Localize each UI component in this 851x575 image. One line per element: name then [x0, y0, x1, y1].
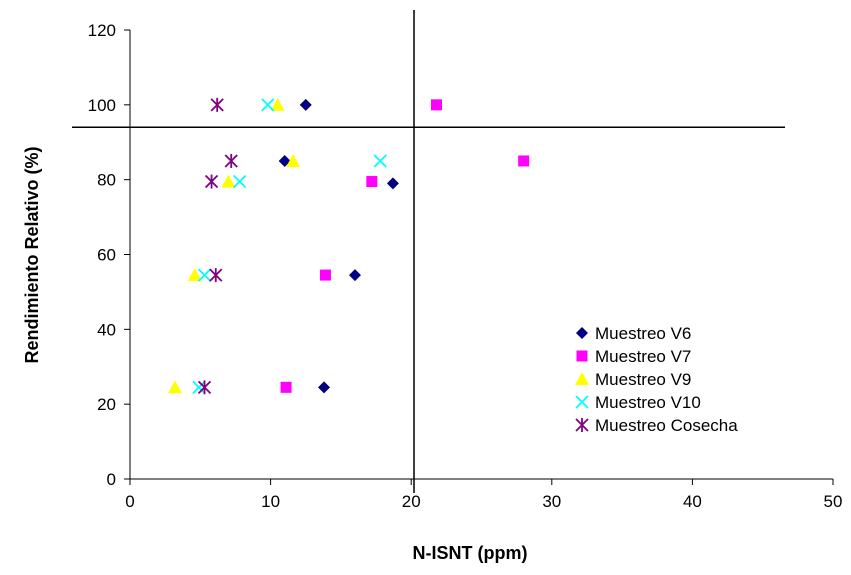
x-tick-label: 0	[125, 492, 134, 511]
data-point-muestreo-v10	[373, 154, 387, 168]
data-point-muestreo-v6	[348, 269, 361, 282]
data-points	[167, 97, 530, 395]
x-tick-label: 20	[402, 492, 421, 511]
data-point-muestreo-v10	[197, 268, 212, 282]
data-point-muestreo-v7	[319, 269, 331, 281]
data-point-muestreo-v6	[299, 98, 312, 111]
data-point-muestreo-v6	[386, 177, 399, 190]
axes: 0 20 40 60 80 100 120 0 10 20 30 40 50	[88, 21, 843, 511]
data-point-muestreo-cosecha	[204, 174, 219, 189]
x-tick-label: 50	[824, 492, 843, 511]
reference-lines	[72, 10, 785, 493]
data-point-muestreo-v7	[431, 99, 443, 111]
data-point-muestreo-v9	[286, 153, 301, 167]
x-tick-label: 30	[542, 492, 561, 511]
y-tick-label: 60	[97, 246, 116, 265]
legend-label-muestreo-cosecha: Muestreo Cosecha	[595, 416, 738, 435]
legend-marker-muestreo-v7	[576, 350, 588, 362]
legend-label-muestreo-v6: Muestreo V6	[595, 324, 691, 343]
data-point-muestreo-cosecha	[197, 380, 212, 395]
x-tick-label: 40	[683, 492, 702, 511]
data-point-muestreo-v7	[280, 381, 292, 393]
legend-marker-muestreo-v9	[575, 372, 589, 385]
data-point-muestreo-cosecha	[210, 97, 224, 112]
data-point-muestreo-v10	[261, 98, 275, 112]
data-point-muestreo-v9	[187, 268, 202, 282]
legend: Muestreo V6 Muestreo V7 Muestreo V9 Muestre…	[575, 324, 738, 435]
y-tick-label: 100	[88, 96, 116, 115]
legend-label-muestreo-v7: Muestreo V7	[595, 347, 691, 366]
y-tick-label: 40	[97, 320, 116, 339]
data-point-muestreo-v9	[167, 380, 182, 394]
data-point-muestreo-v7	[366, 176, 378, 188]
data-point-muestreo-v9	[270, 97, 285, 111]
data-point-muestreo-cosecha	[209, 268, 223, 283]
legend-label-muestreo-v10: Muestreo V10	[595, 393, 701, 412]
y-axis-title: Rendimiento Relativo (%)	[22, 146, 42, 363]
legend-label-muestreo-v9: Muestreo V9	[595, 370, 691, 389]
y-tick-label: 120	[88, 21, 116, 40]
data-point-muestreo-v7	[518, 155, 530, 167]
x-tick-label: 10	[261, 492, 280, 511]
data-point-muestreo-v10	[233, 174, 247, 189]
data-point-muestreo-cosecha	[224, 153, 238, 168]
legend-marker-muestreo-v10	[575, 395, 589, 409]
data-point-muestreo-v10	[192, 380, 206, 394]
y-tick-label: 20	[97, 395, 116, 414]
legend-marker-muestreo-cosecha	[575, 418, 589, 432]
data-point-muestreo-v9	[221, 174, 236, 188]
data-point-muestreo-v6	[278, 154, 291, 167]
y-tick-label: 80	[97, 171, 116, 190]
y-tick-label: 0	[107, 470, 116, 489]
legend-marker-muestreo-v6	[576, 327, 588, 339]
data-point-muestreo-v6	[318, 381, 331, 394]
x-axis-title: N-ISNT (ppm)	[413, 543, 528, 563]
